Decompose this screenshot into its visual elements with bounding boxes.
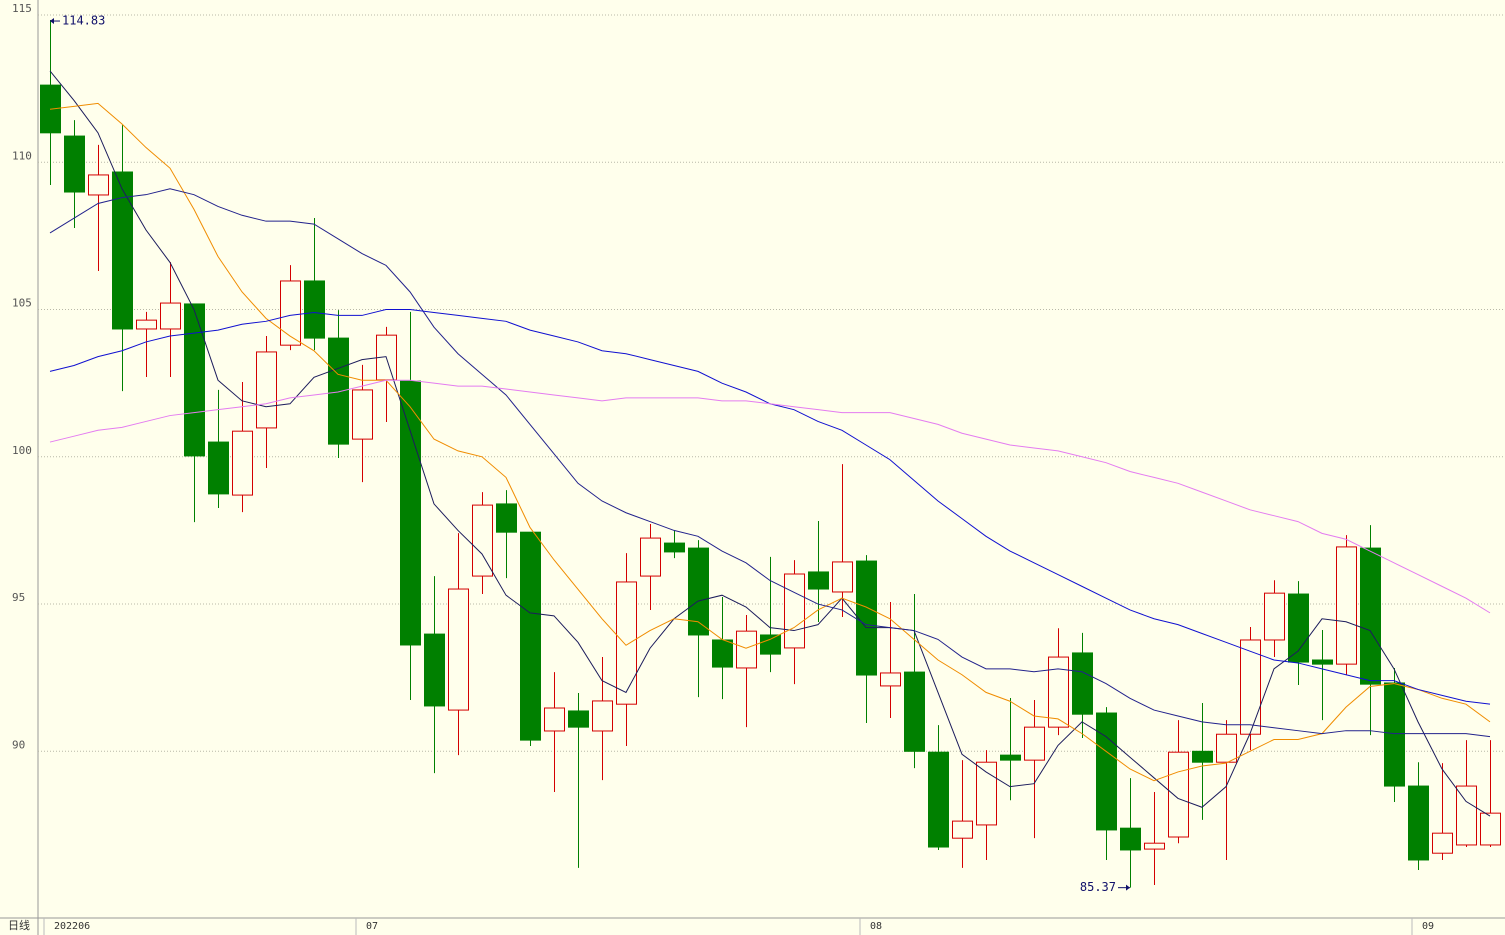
candle-body	[976, 761, 997, 826]
candle-body	[880, 672, 901, 687]
candle-body	[1024, 726, 1045, 761]
candle-body	[544, 707, 565, 732]
candle-body	[352, 389, 373, 440]
candle-body	[232, 430, 253, 496]
candle-body	[208, 441, 229, 495]
candle-body	[400, 380, 421, 646]
x-tick-label: 202206	[54, 921, 90, 932]
candle-body	[520, 531, 541, 741]
candle-body	[760, 634, 781, 655]
y-tick-label: 95	[12, 591, 25, 604]
x-tick-label: 08	[870, 921, 882, 932]
candle-body	[1312, 659, 1333, 665]
candle-body	[928, 751, 949, 848]
candle-body	[784, 573, 805, 649]
candle-body	[304, 280, 325, 339]
candle-body	[136, 319, 157, 330]
candle-body	[616, 581, 637, 705]
candle-body	[904, 671, 925, 752]
candle-body	[1120, 827, 1141, 851]
candle-body	[568, 710, 589, 728]
moving-average-line	[49, 102, 1491, 782]
candle-body	[736, 630, 757, 669]
candle-body	[472, 504, 493, 577]
candle-body	[712, 639, 733, 668]
candle-body	[184, 303, 205, 457]
candle-body	[256, 351, 277, 429]
y-tick-label: 115	[12, 2, 32, 15]
candle-body	[664, 542, 685, 553]
candle-body	[1384, 682, 1405, 787]
moving-average-line	[49, 188, 1491, 738]
candle-body	[1360, 547, 1381, 685]
y-tick-label: 90	[12, 738, 25, 751]
candle-body	[1192, 750, 1213, 763]
x-tick-label: 07	[366, 921, 378, 932]
candle-body	[112, 171, 133, 330]
y-tick-label: 105	[12, 297, 32, 310]
period-label: 日线	[8, 918, 30, 932]
candle-body	[640, 537, 661, 577]
candle-body	[1000, 754, 1021, 761]
candle-body	[688, 547, 709, 636]
arrow-head	[50, 18, 54, 25]
moving-average-line	[49, 70, 1491, 817]
candle-body	[1072, 652, 1093, 715]
candle-body	[1240, 639, 1261, 735]
y-tick-label: 110	[12, 149, 32, 162]
candle-body	[1168, 751, 1189, 838]
candle-body	[592, 700, 613, 732]
candle-body	[1408, 785, 1429, 861]
candle-body	[808, 571, 829, 590]
candle-body	[424, 633, 445, 707]
candle-body	[1336, 546, 1357, 665]
max-label: 114.83	[62, 14, 105, 28]
candle-body	[1480, 812, 1501, 846]
candle-body	[1144, 842, 1165, 850]
candle-body	[1048, 656, 1069, 728]
candle-body	[64, 135, 85, 193]
y-tick-label: 100	[12, 444, 32, 457]
candle-body	[328, 337, 349, 445]
candle-body	[496, 503, 517, 533]
candle-body	[1288, 593, 1309, 663]
candle-body	[88, 174, 109, 196]
candle-body	[1216, 733, 1237, 763]
candle-body	[1264, 592, 1285, 641]
x-tick-label: 09	[1422, 921, 1434, 932]
candle-body	[160, 302, 181, 330]
candle-body	[832, 561, 853, 593]
moving-average-line	[49, 379, 1491, 614]
candle-body	[1432, 832, 1453, 854]
candle-body	[1456, 785, 1477, 846]
candle-body	[448, 588, 469, 711]
candle-body	[1096, 712, 1117, 831]
arrow-head	[1126, 884, 1130, 891]
candle-body	[952, 820, 973, 839]
min-label: 85.37	[1080, 880, 1116, 894]
candle-body	[856, 560, 877, 676]
candle-body	[280, 280, 301, 346]
